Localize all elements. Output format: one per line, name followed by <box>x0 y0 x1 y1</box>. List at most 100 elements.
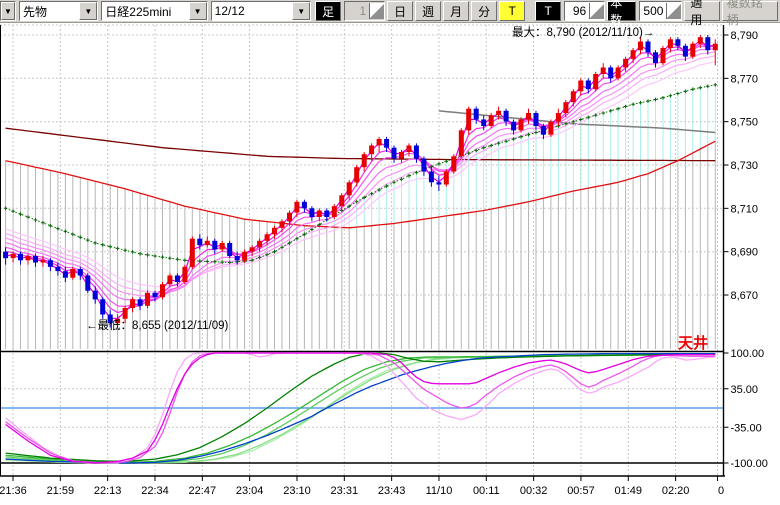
ma-ribbon-6 <box>5 60 716 288</box>
symbol-select-value: 日経225mini <box>105 4 172 19</box>
osc-tick-label: -35.00 <box>731 422 762 434</box>
ma-green-markers <box>3 83 717 265</box>
period-month-button[interactable]: 月 <box>443 1 470 21</box>
price-tick-label: 8,750 <box>731 117 759 129</box>
candle-body <box>682 45 688 57</box>
time-tick-label: 22:34 <box>141 485 169 497</box>
candle-body <box>249 247 255 252</box>
chevron-down-icon[interactable]: ▼ <box>1 2 15 20</box>
candle-body <box>167 275 173 285</box>
candle-body <box>40 260 46 263</box>
candle-body <box>361 154 367 168</box>
candle-body <box>331 206 337 217</box>
candle-body <box>705 37 711 51</box>
time-tick-label: 11/10 <box>426 485 453 497</box>
price-tick-label: 8,710 <box>731 203 759 215</box>
candle-body <box>272 227 277 235</box>
ma-ribbon-5 <box>5 55 716 293</box>
market-select[interactable]: 先物 ▼ <box>19 1 99 21</box>
candle-body <box>466 108 472 131</box>
total-count-stepper[interactable]: 500 <box>639 1 683 21</box>
candle-body <box>212 240 218 250</box>
ashi-button[interactable]: 足 <box>315 1 342 21</box>
candle-body <box>204 240 210 246</box>
candle-body <box>294 201 300 213</box>
candle-body <box>555 113 561 122</box>
candle-body <box>174 275 180 282</box>
price-tick-label: 8,730 <box>731 160 759 172</box>
candle-body <box>85 275 91 291</box>
period-tick-button[interactable]: T <box>499 1 526 21</box>
apply-button[interactable]: 適用 <box>684 0 720 27</box>
candle-body <box>234 256 240 261</box>
candles-layer <box>3 35 718 328</box>
price-tick-label: 8,690 <box>731 247 759 259</box>
spinner-icon[interactable] <box>589 3 605 19</box>
candle-body <box>697 37 703 44</box>
period-day-button[interactable]: 日 <box>387 1 414 21</box>
osc-tick-label: 35.00 <box>731 384 759 396</box>
time-tick-label: 21:36 <box>0 485 27 497</box>
candle-body <box>145 292 150 306</box>
period-minute-button[interactable]: 分 <box>471 1 498 21</box>
candle-body <box>503 110 509 122</box>
candle-body <box>428 171 434 183</box>
candle-body <box>645 41 651 53</box>
candle-body <box>593 74 599 90</box>
symbol-select[interactable]: 日経225mini ▼ <box>101 1 208 21</box>
candle-body <box>548 121 554 135</box>
candle-body <box>55 266 61 272</box>
toolbar: ▼ 先物 ▼ 日経225mini ▼ 12/12 ▼ 足 1 日 週 月 分 T… <box>0 0 780 27</box>
left-stub-combo[interactable]: ▼ <box>0 1 16 21</box>
period-week-button[interactable]: 週 <box>415 1 442 21</box>
candle-body <box>100 299 106 315</box>
price-tick-label: 8,670 <box>731 290 759 302</box>
candle-body <box>301 201 307 209</box>
tick-mode-button[interactable]: T <box>535 1 562 21</box>
multi-symbol-button[interactable]: 複数銘柄 <box>721 0 779 27</box>
candle-body <box>623 58 629 68</box>
candle-body <box>384 139 390 148</box>
candle-body <box>130 299 136 308</box>
candle-body <box>152 292 158 298</box>
chevron-down-icon[interactable]: ▼ <box>292 2 311 20</box>
candle-body <box>346 182 352 196</box>
candle-body <box>309 208 315 217</box>
candle-body <box>458 130 464 157</box>
ma-ribbon-1 <box>5 43 716 314</box>
spinner-icon[interactable] <box>666 3 682 19</box>
chevron-down-icon[interactable]: ▼ <box>79 2 98 20</box>
time-tick-label: 23:31 <box>331 485 359 497</box>
candle-body <box>197 238 203 246</box>
time-tick-label: 00:11 <box>473 485 500 497</box>
chevron-down-icon[interactable]: ▼ <box>188 2 207 20</box>
candle-body <box>115 318 121 324</box>
date-select[interactable]: 12/12 ▼ <box>210 1 312 21</box>
date-select-value: 12/12 <box>214 4 245 18</box>
ma-green-dotted <box>5 84 716 264</box>
bars-stepper[interactable]: 96 <box>564 1 606 21</box>
bars-label: 本数 <box>607 0 637 27</box>
candle-body <box>660 48 666 64</box>
ma-ribbon-2 <box>5 45 716 308</box>
candle-body <box>227 243 233 256</box>
market-select-value: 先物 <box>23 4 48 19</box>
candle-body <box>10 253 16 259</box>
candle-body <box>92 290 98 300</box>
candle-body <box>107 314 113 324</box>
candle-body <box>413 145 419 159</box>
candle-body <box>354 167 360 183</box>
candle-body <box>182 266 188 282</box>
rci-green-1 <box>5 352 716 463</box>
spinner-icon[interactable] <box>369 3 385 19</box>
time-tick-label: 23:10 <box>283 485 311 497</box>
candle-body <box>421 158 427 172</box>
interval-stepper[interactable]: 1 <box>344 1 386 21</box>
candle-body <box>436 182 442 185</box>
osc-tick-label: -100.00 <box>731 458 768 470</box>
candle-body <box>18 253 23 261</box>
price-tick-label: 8,790 <box>731 30 759 42</box>
time-tick-label: 00:32 <box>520 485 548 497</box>
